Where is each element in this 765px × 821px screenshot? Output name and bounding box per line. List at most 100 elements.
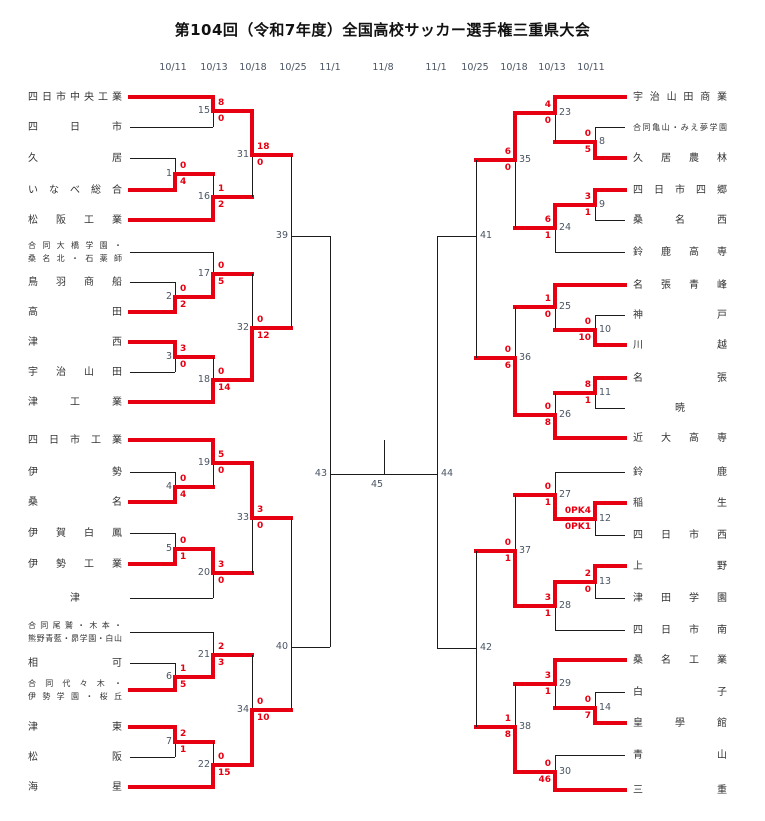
team-name-line: 松 阪 [28,751,122,763]
team-name: 津 田 学 園 [633,592,727,605]
match-6-winner-line [173,675,215,679]
team-name: 高 田 [28,306,122,319]
match-19-score-top: 5 [218,449,225,460]
match-24-winner-line [513,226,557,230]
team-name-line: 伊 賀 白 鳳 [28,527,122,539]
team-name-line: 三 重 [633,784,727,796]
match-27-winner-line [513,493,557,497]
team-line [595,692,625,693]
match-12-winner-line [553,517,597,521]
match-2-score-bottom: 2 [180,299,187,310]
team-name: 桑 名 工 業 [633,654,727,667]
match-24-score-bottom: 1 [544,230,551,241]
team-name: 四 日 市 工 業 [28,434,122,447]
match-43-vertical [330,236,331,647]
team-name: 松 阪 工 業 [28,214,122,227]
team-line [553,95,627,99]
match-2-winner-line [173,295,215,299]
match-23-vertical [555,97,556,142]
team-name-line: 名 張 [633,372,727,384]
match-6-number: 6 [165,670,172,682]
team-name: 四 日 市 西 [633,529,727,542]
match-30-number: 30 [559,765,572,777]
match-42-vertical [476,551,477,727]
team-name-line: 相 可 [28,657,122,669]
team-name-line: い な べ 総 合 [28,184,122,196]
team-line [130,127,213,128]
match-33-winner-line [250,461,254,520]
match-23-number: 23 [559,106,572,118]
team-name: 四 日 市 [28,121,122,134]
team-name-line: 合同代々木・ [28,679,122,688]
match-40-vertical [291,518,292,710]
match-10-score-bottom: 10 [578,332,591,343]
match-27-winner-line [553,493,557,521]
match-14-winner-line [553,706,597,710]
match-16-winner-line [211,195,254,199]
match-8-score-top: 0 [584,128,591,139]
team-name-line: 海 星 [28,781,122,793]
team-name: 合同大橋学園・ 桑名北・石薬師 [28,239,122,265]
team-name: 久 居 農 林 [633,152,727,165]
team-name: 海 星 [28,781,122,794]
match-8-score-bottom: 5 [584,144,591,155]
match-3-winner-line [173,340,177,359]
team-line [128,438,215,442]
team-line [128,400,215,404]
match-28-number: 28 [559,599,572,611]
team-name: 鈴 鹿 [633,466,727,479]
team-name: 稲 生 [633,497,727,510]
team-name: 鳥 羽 商 船 [28,276,122,289]
match-29-score-top: 3 [544,670,551,681]
match-17-winner-line [211,272,254,276]
team-name: 伊 賀 白 鳳 [28,527,122,540]
match-8-number: 8 [599,135,606,147]
team-name: 鈴 鹿 高 専 [633,246,727,259]
team-name-line: 暁 [675,402,685,414]
match-1-score-bottom: 4 [180,176,187,187]
match-5-number: 5 [165,542,172,554]
team-name-line: 桑 名 工 業 [633,654,727,666]
match-27-score-top: 0 [544,481,551,492]
team-name: 上 野 [633,560,727,573]
team-name-line: 鈴 鹿 [633,466,727,478]
team-line [128,725,177,729]
match-27-number: 27 [559,488,572,500]
team-name-line: 四 日 市 四 郷 [633,184,727,196]
team-name: 宇 治 山 田 [28,366,122,379]
match-11-score-top: 8 [584,379,591,390]
match-24-winner-line [553,203,557,230]
match-45-number: 45 [370,478,384,490]
match-35-winner-line [513,111,517,162]
match-2-winner-line [173,295,177,314]
match-38-number: 38 [519,720,532,732]
match-14-score-bottom: 7 [584,710,591,721]
match-29-winner-line [513,682,557,686]
match-33-score-bottom: 0 [257,520,264,531]
match-8-winner-line [593,140,597,160]
match-32-winner-line [250,326,254,382]
match-41-number: 41 [480,229,493,241]
match-30-winner-line [513,770,557,774]
match-16-score-bottom: 2 [218,199,225,210]
match-8-winner-line [553,140,597,144]
team-name: 久 居 [28,152,122,165]
match-28-score-top: 3 [544,592,551,603]
team-name-line: 四 日 市 南 [633,624,727,636]
team-line [128,218,215,222]
match-10-score-top: 0 [584,316,591,327]
match-16-number: 16 [197,190,210,202]
team-name-line: 四 日 市 中 央 工 業 [28,91,122,103]
match-25-winner-line [513,305,557,309]
match-5-score-top: 0 [180,535,187,546]
team-name: 四 日 市 四 郷 [633,184,727,197]
match-9-winner-line [553,203,597,207]
match-1-score-top: 0 [180,160,187,171]
team-line [130,252,213,253]
match-38-score-bottom: 8 [504,729,511,740]
team-name-line: 上 野 [633,560,727,572]
match-36-score-top: 0 [504,344,511,355]
match-35-winner-line [474,158,517,162]
match-21-score-top: 2 [218,641,225,652]
match-1-winner-line [173,172,177,192]
